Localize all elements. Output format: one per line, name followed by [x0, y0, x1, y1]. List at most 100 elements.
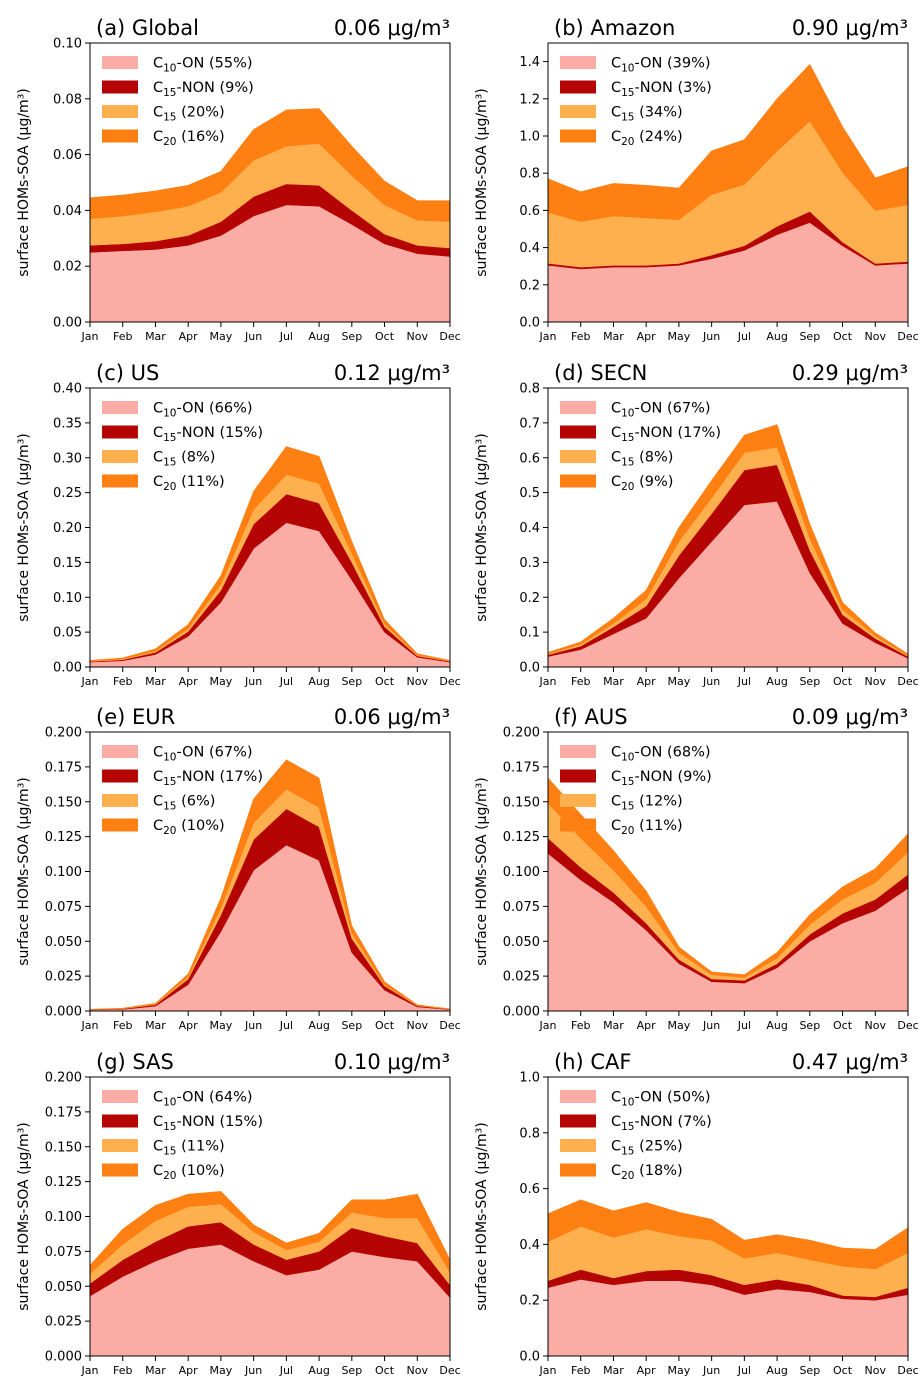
x-tick-label: Nov [865, 1019, 887, 1032]
x-tick-label: Mar [603, 1364, 624, 1377]
x-tick-label: Jan [539, 1364, 557, 1377]
x-tick-label: Feb [113, 330, 132, 343]
x-tick-label: Sep [799, 1019, 820, 1032]
x-tick-label: Apr [179, 330, 199, 343]
legend-entry: C15 (12%) [611, 794, 683, 813]
y-tick-label: 0.200 [45, 1071, 82, 1086]
legend-entry: C15-NON (3%) [611, 80, 712, 99]
panel-title: (b) Amazon [554, 16, 675, 40]
legend-swatch [102, 1163, 138, 1177]
x-tick-label: Dec [439, 1019, 460, 1032]
x-tick-label: Feb [571, 330, 590, 343]
chart-panel: 0.000 0.025 0.050 0.075 0.100 0.125 0.150 0.175… [16, 1050, 461, 1377]
y-tick-label: 0.0 [519, 1350, 540, 1365]
panel-total: 0.09 μg/m³ [792, 705, 908, 729]
y-tick-label: 0.125 [45, 830, 82, 845]
x-tick-label: Sep [341, 1364, 362, 1377]
legend-swatch [560, 769, 596, 783]
legend-swatch [102, 80, 138, 94]
y-tick-label: 0.10 [53, 591, 82, 606]
legend-swatch [102, 56, 138, 69]
x-tick-label: May [668, 330, 691, 343]
legend-swatch [560, 1139, 596, 1152]
plot-frame [89, 42, 451, 323]
chart-panel: 0.000 0.025 0.050 0.075 0.100 0.125 0.150 0.175… [474, 705, 919, 1032]
y-tick-label: 0.2 [519, 591, 540, 606]
x-tick-label: Jan [81, 1019, 99, 1032]
y-tick-label: 0.100 [503, 865, 540, 880]
x-tick-label: Jan [81, 330, 99, 343]
x-tick-label: Dec [897, 675, 918, 688]
x-tick-label: Mar [603, 675, 624, 688]
y-tick-label: 0.075 [45, 1245, 82, 1260]
x-tick-label: Sep [341, 330, 362, 343]
legend-entry: C10-ON (64%) [153, 1090, 253, 1109]
legend-swatch [102, 769, 138, 783]
y-tick-label: 0.125 [45, 1175, 82, 1190]
legend-swatch [102, 1114, 138, 1128]
y-tick-label: 0.35 [53, 416, 82, 431]
x-tick-label: Nov [407, 330, 429, 343]
legend-entry: C15 (11%) [153, 1139, 225, 1158]
x-tick-label: Feb [571, 1019, 590, 1032]
x-tick-label: Jun [702, 330, 720, 343]
x-tick-label: Sep [341, 1019, 362, 1032]
y-tick-label: 0.0 [519, 661, 540, 676]
y-tick-label: 0.30 [53, 451, 82, 466]
x-tick-label: Oct [375, 675, 395, 688]
y-tick-label: 0.20 [53, 521, 82, 536]
y-tick-label: 0.05 [53, 626, 82, 641]
x-tick-label: Oct [833, 1364, 853, 1377]
y-tick-label: 0.0 [519, 316, 540, 331]
x-tick-label: Jul [737, 1364, 751, 1377]
legend-entry: C20 (9%) [611, 474, 673, 493]
panel-title: (c) US [96, 361, 159, 385]
y-tick-label: 0.8 [519, 382, 540, 397]
legend-swatch [560, 1090, 596, 1103]
legend-entry: C20 (11%) [153, 474, 225, 493]
y-tick-label: 0.100 [45, 865, 82, 880]
y-tick-label: 0.150 [45, 795, 82, 810]
legend-swatch [560, 818, 596, 832]
legend-entry: C20 (11%) [611, 818, 683, 837]
y-tick-label: 0.4 [519, 1238, 540, 1253]
x-tick-label: Feb [113, 675, 132, 688]
x-tick-label: Oct [833, 330, 853, 343]
legend-swatch [560, 450, 596, 463]
legend-swatch [560, 474, 596, 488]
legend-swatch [560, 105, 596, 118]
x-tick-label: Mar [603, 330, 624, 343]
x-tick-label: Apr [179, 1364, 199, 1377]
x-tick-label: Mar [145, 1364, 166, 1377]
x-tick-label: Dec [439, 1364, 460, 1377]
y-tick-label: 0.2 [519, 1294, 540, 1309]
y-tick-label: 0.100 [45, 1210, 82, 1225]
plot-frame [547, 42, 909, 323]
y-tick-label: 0.175 [45, 1105, 82, 1120]
legend-swatch [102, 401, 138, 414]
y-tick-label: 0.025 [45, 1315, 82, 1330]
legend-swatch [102, 425, 138, 439]
y-tick-label: 0.00 [53, 661, 82, 676]
y-tick-label: 0.00 [53, 316, 82, 331]
legend-entry: C15 (8%) [611, 450, 673, 469]
legend-entry: C20 (18%) [611, 1163, 683, 1182]
legend-swatch [102, 1139, 138, 1152]
x-tick-label: Jul [737, 330, 751, 343]
x-tick-label: Aug [766, 330, 787, 343]
chart-panel: 0.00 0.05 0.10 0.15 0.20 0.25 0.30 0.35 0.40 Jan F… [16, 361, 461, 688]
legend-swatch [102, 474, 138, 488]
y-tick-label: 0.000 [503, 1005, 540, 1020]
x-tick-label: Feb [113, 1364, 132, 1377]
x-tick-label: Nov [407, 1019, 429, 1032]
y-tick-label: 0.6 [519, 204, 540, 219]
x-tick-label: Aug [308, 675, 329, 688]
area-series-c10-on [89, 522, 451, 668]
legend-entry: C20 (24%) [611, 129, 683, 148]
legend-entry: C20 (16%) [153, 129, 225, 148]
y-axis-label: surface HOMs-SOA (μg/m³) [474, 433, 490, 622]
x-tick-label: Apr [637, 675, 657, 688]
x-tick-label: May [668, 1019, 691, 1032]
y-tick-label: 0.3 [519, 556, 540, 571]
